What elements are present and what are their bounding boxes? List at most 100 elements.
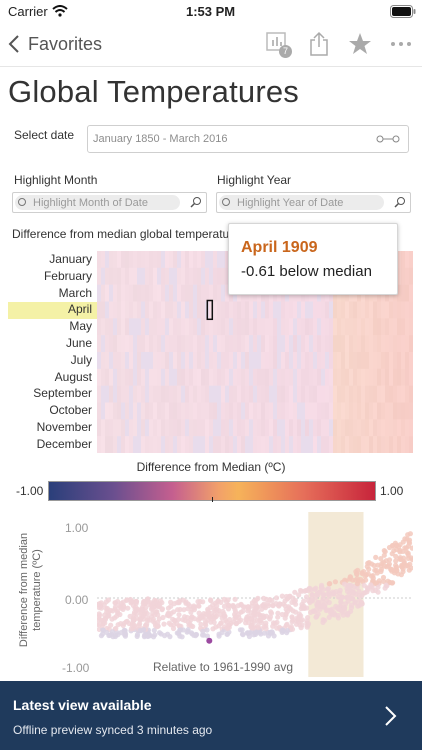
heatmap-cell <box>137 352 142 370</box>
heatmap-cell <box>125 352 130 370</box>
heatmap-cell <box>253 385 258 403</box>
scatter-point <box>325 586 331 592</box>
heatmap-cell <box>145 318 150 336</box>
heatmap-cell <box>141 251 146 269</box>
highlighted-scatter-point[interactable] <box>206 637 213 644</box>
heatmap-cell <box>305 301 310 319</box>
highlight-month-placeholder: Highlight Month of Date <box>33 196 148 209</box>
heatmap-cell <box>221 301 226 319</box>
heatmap-cell <box>121 385 126 403</box>
heatmap-cell <box>185 335 190 353</box>
heatmap-cell <box>385 301 390 319</box>
heatmap-cell <box>389 402 394 420</box>
heatmap-cell <box>237 385 242 403</box>
heatmap-cell <box>389 419 394 437</box>
heatmap-cell <box>169 385 174 403</box>
scatter-point <box>373 567 379 573</box>
more-button[interactable] <box>387 30 415 58</box>
scatter-point <box>160 614 166 621</box>
heatmap-cell <box>189 436 194 453</box>
back-button[interactable]: Favorites <box>8 30 102 58</box>
heatmap-cell <box>113 284 118 302</box>
date-range-slider[interactable]: January 1850 - March 2016 <box>87 125 409 153</box>
heatmap-cell <box>257 385 262 403</box>
heatmap-cell <box>153 267 158 285</box>
heatmap-cell <box>117 385 122 403</box>
heatmap-cell <box>101 436 106 453</box>
share-button[interactable] <box>305 30 333 58</box>
heatmap-cell <box>341 368 346 386</box>
heatmap-cell <box>181 352 186 370</box>
heatmap-cell <box>161 368 166 386</box>
heatmap-cell <box>257 436 262 453</box>
heatmap-cell <box>117 368 122 386</box>
heatmap-cell <box>165 419 170 437</box>
heatmap-cell <box>345 301 350 319</box>
latest-view-banner[interactable]: Latest view available Offline preview sy… <box>0 681 422 750</box>
heatmap-cell <box>405 301 410 319</box>
favorite-button[interactable] <box>346 30 374 58</box>
heatmap-cell <box>149 419 154 437</box>
highlight-year-input[interactable]: Highlight Year of Date <box>216 192 411 213</box>
heatmap-cell <box>133 402 138 420</box>
heatmap-cell <box>397 284 402 302</box>
battery-icon <box>390 5 416 18</box>
heatmap-cell <box>105 385 110 403</box>
heatmap-cell <box>105 436 110 453</box>
heatmap-cell <box>337 419 342 437</box>
heatmap-cell <box>173 419 178 437</box>
heatmap-cell <box>193 267 198 285</box>
heatmap-cell <box>205 419 210 437</box>
heatmap-cell <box>385 335 390 353</box>
heatmap-cell <box>261 368 266 386</box>
scatter-point <box>225 597 231 603</box>
heatmap-cell <box>329 385 334 403</box>
heatmap-cell <box>113 385 118 403</box>
heatmap-cell <box>353 368 358 386</box>
heatmap-cell <box>333 419 338 437</box>
heatmap-cell <box>297 335 302 353</box>
heatmap-cell <box>165 352 170 370</box>
heatmap-cell <box>293 419 298 437</box>
scatter-point <box>199 613 205 619</box>
views-button[interactable]: 7 <box>264 30 292 58</box>
heatmap-cell <box>221 436 226 453</box>
heatmap-cell <box>153 419 158 437</box>
scatter-point <box>208 597 214 604</box>
heatmap-cell <box>333 402 338 420</box>
heatmap-cell <box>277 419 282 437</box>
heatmap-cell <box>393 402 398 420</box>
highlight-month-input[interactable]: Highlight Month of Date <box>12 192 207 213</box>
heatmap-cell <box>117 352 122 370</box>
month-label-september: September <box>33 386 92 401</box>
heatmap-cell <box>297 368 302 386</box>
heatmap-cell <box>261 436 266 453</box>
heatmap-cell <box>173 352 178 370</box>
heatmap-cell <box>409 284 413 302</box>
scatter-point <box>295 619 301 625</box>
scatter-point <box>204 627 210 633</box>
heatmap-cell <box>213 368 218 386</box>
heatmap-cell <box>185 419 190 437</box>
heatmap-cell <box>197 385 202 403</box>
heatmap-cell <box>157 284 162 302</box>
heatmap-cell <box>329 318 334 336</box>
heatmap-cell <box>257 402 262 420</box>
scatter-point <box>386 557 393 563</box>
heatmap-cell <box>193 251 198 269</box>
heatmap-cell <box>253 419 258 437</box>
heatmap-cell <box>121 368 126 386</box>
heatmap-cell <box>309 301 314 319</box>
heatmap-cell <box>341 436 346 453</box>
heatmap-cell <box>225 284 230 302</box>
heatmap-cell <box>293 436 298 453</box>
selected-cell-marker[interactable] <box>206 299 214 321</box>
heatmap-cell <box>257 318 262 336</box>
scatter-point <box>161 621 167 627</box>
temperature-scatter-plot[interactable] <box>97 512 413 677</box>
heatmap-cell <box>137 419 142 437</box>
heatmap-cell <box>165 301 170 319</box>
chart-views-icon <box>266 32 286 51</box>
heatmap-cell <box>277 385 282 403</box>
heatmap-cell <box>349 352 354 370</box>
